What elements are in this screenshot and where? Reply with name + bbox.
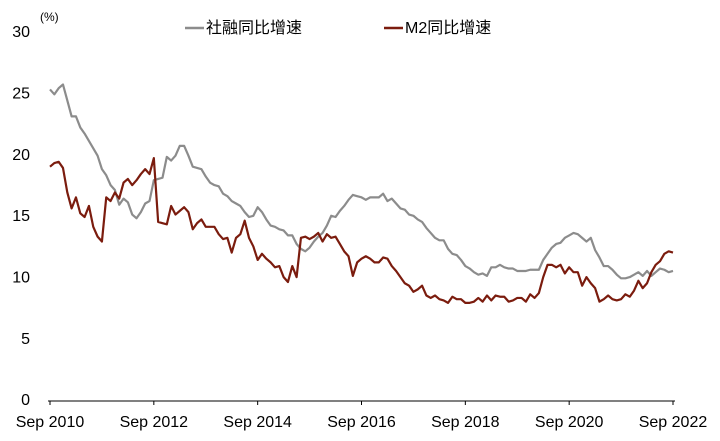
series-line bbox=[49, 157, 674, 304]
x-tick-label: Sep 2020 bbox=[535, 414, 604, 431]
x-tick-label: Sep 2018 bbox=[431, 414, 500, 431]
x-tick-label: Sep 2022 bbox=[639, 414, 708, 431]
x-tick-label: Sep 2010 bbox=[16, 414, 85, 431]
y-tick-label: 0 bbox=[21, 392, 30, 409]
x-tick-label: Sep 2012 bbox=[120, 414, 189, 431]
series-line bbox=[49, 83, 674, 280]
y-tick-label: 5 bbox=[21, 331, 30, 348]
y-tick-label: 10 bbox=[12, 270, 30, 287]
x-tick-label: Sep 2014 bbox=[223, 414, 292, 431]
legend-label: M2同比增速 bbox=[405, 19, 491, 37]
y-unit-label: (%) bbox=[40, 10, 59, 24]
legend-label: 社融同比增速 bbox=[206, 19, 302, 37]
y-tick-label: 25 bbox=[12, 86, 30, 103]
x-tick-label: Sep 2016 bbox=[327, 414, 396, 431]
y-tick-label: 20 bbox=[12, 147, 30, 164]
y-tick-label: 30 bbox=[12, 24, 30, 41]
y-tick-label: 15 bbox=[12, 208, 30, 225]
